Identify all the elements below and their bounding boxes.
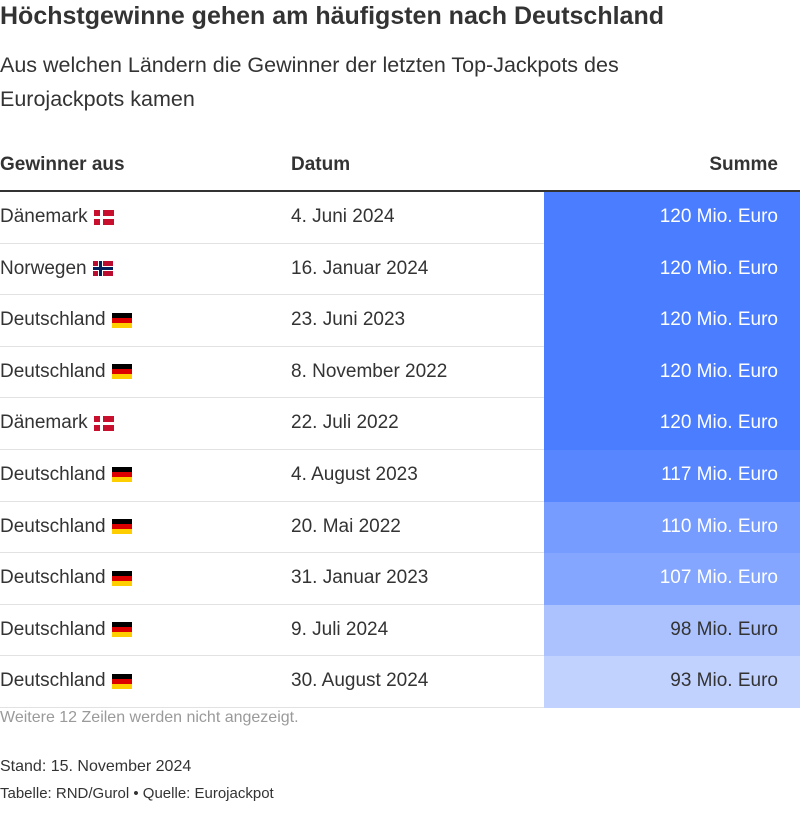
dk-flag-icon — [93, 415, 114, 431]
country-name: Deutschland — [0, 360, 106, 382]
column-header-date[interactable]: Datum — [291, 154, 351, 175]
country-cell: Deutschland — [0, 450, 132, 500]
source-credit: Tabelle: RND/Gurol • Quelle: Eurojackpot — [0, 785, 274, 802]
country-cell: Deutschland — [0, 553, 132, 603]
table-header: Gewinner aus Datum Summe — [0, 146, 800, 192]
column-header-sum[interactable]: Summe — [709, 154, 778, 175]
table-row: Deutschland 4. August 2023 117 Mio. Euro — [0, 449, 800, 502]
table-row: Deutschland 8. November 2022 120 Mio. Euro — [0, 346, 800, 399]
date-cell: 9. Juli 2024 — [291, 618, 389, 640]
chart-subtitle: Aus welchen Ländern die Gewinner der let… — [0, 53, 619, 111]
country-cell: Dänemark — [0, 398, 114, 448]
chart-title: Höchstgewinne gehen am häufigsten nach D… — [0, 2, 664, 30]
country-name: Deutschland — [0, 515, 106, 537]
sum-cell: 120 Mio. Euro — [544, 192, 800, 244]
de-flag-icon — [111, 364, 132, 380]
sum-cell: 120 Mio. Euro — [544, 346, 800, 399]
hidden-rows-note: Weitere 12 Zeilen werden nicht angezeigt… — [0, 709, 299, 726]
sum-cell: 110 Mio. Euro — [544, 501, 800, 554]
sum-cell: 120 Mio. Euro — [544, 295, 800, 347]
date-cell: 4. Juni 2024 — [291, 206, 395, 227]
table-row: Deutschland 20. Mai 2022 110 Mio. Euro — [0, 501, 800, 554]
sum-cell: 93 Mio. Euro — [544, 656, 800, 708]
de-flag-icon — [111, 673, 132, 689]
sum-cell: 98 Mio. Euro — [544, 604, 800, 657]
country-cell: Deutschland — [0, 347, 132, 397]
date-cell: 4. August 2023 — [291, 463, 418, 485]
table-row: Deutschland 31. Januar 2023 107 Mio. Euro — [0, 553, 800, 605]
table-row: Deutschland 9. Juli 2024 98 Mio. Euro — [0, 604, 800, 657]
sum-cell: 120 Mio. Euro — [544, 243, 800, 296]
country-cell: Deutschland — [0, 502, 132, 552]
country-name: Dänemark — [0, 412, 88, 434]
date-cell: 20. Mai 2022 — [291, 515, 401, 537]
table-body: Dänemark 4. Juni 2024 120 Mio. Euro Norwege… — [0, 192, 800, 708]
de-flag-icon — [111, 467, 132, 483]
de-flag-icon — [111, 312, 132, 328]
no-flag-icon — [92, 261, 113, 277]
table-row: Norwegen 16. Januar 2024 120 Mio. Euro — [0, 243, 800, 296]
data-table: Gewinner aus Datum Summe Dänemark 4. Juni… — [0, 146, 800, 708]
table-row: Deutschland 30. August 2024 93 Mio. Euro — [0, 656, 800, 708]
column-header-country[interactable]: Gewinner aus — [0, 154, 125, 175]
country-name: Deutschland — [0, 567, 106, 589]
date-cell: 30. August 2024 — [291, 670, 429, 692]
country-cell: Norwegen — [0, 244, 113, 294]
country-cell: Deutschland — [0, 656, 132, 706]
country-cell: Deutschland — [0, 605, 132, 655]
country-name: Dänemark — [0, 206, 88, 227]
sum-cell: 107 Mio. Euro — [544, 553, 800, 605]
date-cell: 8. November 2022 — [291, 360, 448, 382]
country-name: Deutschland — [0, 463, 106, 485]
stand-date: Stand: 15. November 2024 — [0, 758, 192, 775]
table-row: Deutschland 23. Juni 2023 120 Mio. Euro — [0, 295, 800, 347]
country-name: Deutschland — [0, 309, 106, 331]
date-cell: 31. Januar 2023 — [291, 567, 429, 589]
date-cell: 16. Januar 2024 — [291, 257, 429, 279]
dk-flag-icon — [93, 209, 114, 225]
country-cell: Deutschland — [0, 295, 132, 345]
date-cell: 23. Juni 2023 — [291, 309, 406, 331]
de-flag-icon — [111, 570, 132, 586]
country-name: Norwegen — [0, 257, 87, 279]
sum-cell: 120 Mio. Euro — [544, 398, 800, 450]
date-cell: 22. Juli 2022 — [291, 412, 399, 434]
de-flag-icon — [111, 519, 132, 535]
de-flag-icon — [111, 622, 132, 638]
country-cell: Dänemark — [0, 192, 114, 242]
sum-cell: 117 Mio. Euro — [544, 449, 800, 502]
table-row: Dänemark 4. Juni 2024 120 Mio. Euro — [0, 192, 800, 244]
country-name: Deutschland — [0, 670, 106, 692]
table-row: Dänemark 22. Juli 2022 120 Mio. Euro — [0, 398, 800, 450]
country-name: Deutschland — [0, 618, 106, 640]
